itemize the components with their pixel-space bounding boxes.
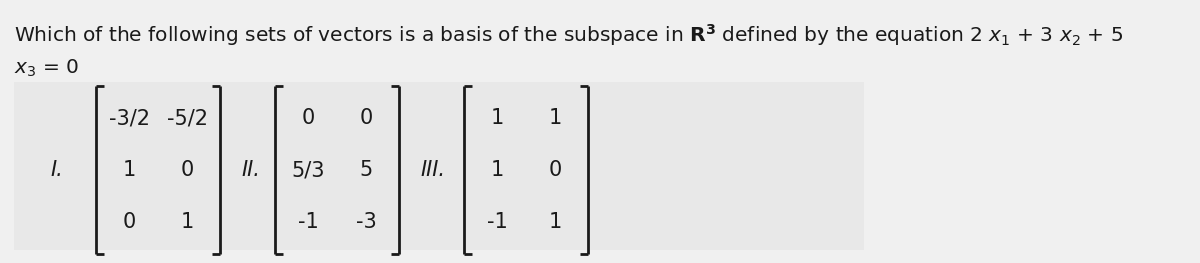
Text: 5/3: 5/3: [292, 160, 325, 180]
Text: -1: -1: [487, 212, 508, 232]
Text: -5/2: -5/2: [167, 108, 208, 128]
Text: III.: III.: [420, 160, 445, 180]
Text: 1: 1: [180, 212, 193, 232]
Text: $x_3$ = 0: $x_3$ = 0: [14, 58, 79, 79]
Text: 0: 0: [359, 108, 373, 128]
Text: 0: 0: [122, 212, 136, 232]
FancyBboxPatch shape: [14, 82, 864, 250]
Text: -1: -1: [298, 212, 318, 232]
Text: 1: 1: [491, 160, 504, 180]
Text: 0: 0: [301, 108, 314, 128]
Text: 0: 0: [180, 160, 193, 180]
Text: 5: 5: [359, 160, 373, 180]
Text: 1: 1: [491, 108, 504, 128]
Text: -3: -3: [355, 212, 377, 232]
Text: 1: 1: [548, 212, 562, 232]
Text: 1: 1: [548, 108, 562, 128]
Text: 0: 0: [548, 160, 562, 180]
Text: II.: II.: [241, 160, 260, 180]
Text: -3/2: -3/2: [108, 108, 150, 128]
Text: I.: I.: [50, 160, 62, 180]
Text: 1: 1: [122, 160, 136, 180]
Text: Which of the following sets of vectors is a basis of the subspace in $\bf{R}^3$ : Which of the following sets of vectors i…: [14, 22, 1123, 48]
